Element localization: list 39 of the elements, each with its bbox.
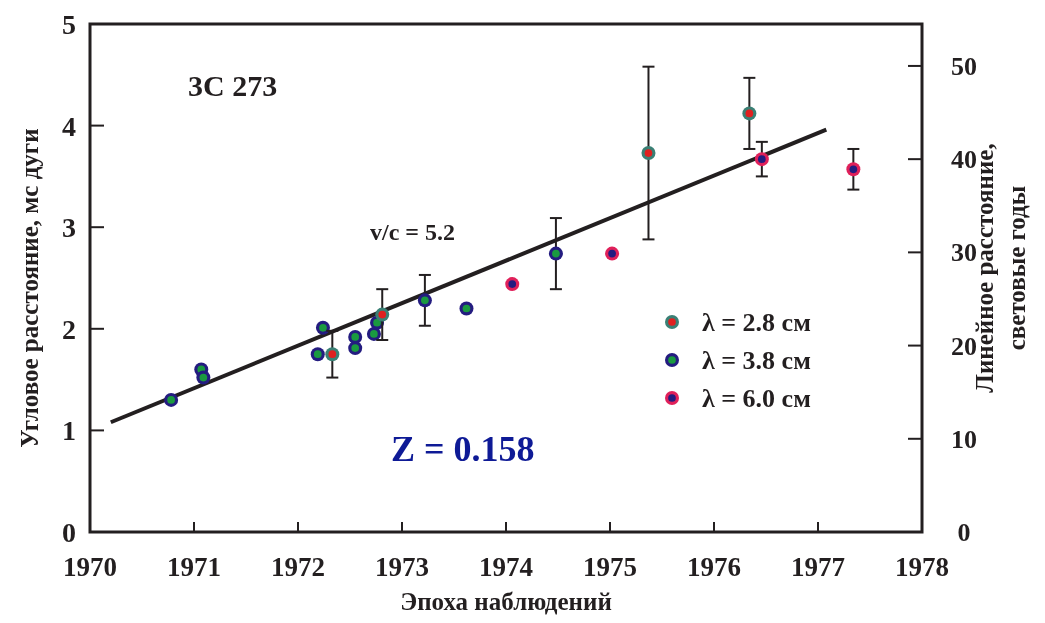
y2-tick-label: 40 xyxy=(951,145,977,175)
point xyxy=(548,246,563,261)
point xyxy=(505,277,520,292)
y-tick-label: 0 xyxy=(62,517,76,548)
y2-tick-label: 0 xyxy=(957,518,971,547)
legend-label: λ = 6.0 см xyxy=(702,384,811,413)
x-tick-label: 1973 xyxy=(375,552,429,582)
point xyxy=(641,146,656,161)
y-tick-label: 3 xyxy=(62,212,76,244)
x-tick-label: 1974 xyxy=(479,552,533,582)
x-tick-label: 1977 xyxy=(791,552,845,582)
y-tick-label: 5 xyxy=(62,9,76,40)
x-tick-label: 1978 xyxy=(895,552,949,582)
annotation: 3C 273 xyxy=(188,69,278,102)
y2-tick-label: 10 xyxy=(951,424,977,454)
x-tick-label: 1970 xyxy=(63,552,117,582)
point xyxy=(348,329,363,344)
y2-tick-label: 30 xyxy=(951,238,977,268)
x-tick-label: 1975 xyxy=(583,552,637,582)
point xyxy=(164,392,179,407)
y-tick-label: 1 xyxy=(62,415,76,447)
annotation: v/c = 5.2 xyxy=(370,219,455,245)
point xyxy=(605,246,620,261)
x-axis-title: Эпоха наблюдений xyxy=(400,588,612,615)
legend-label: λ = 3.8 см xyxy=(702,346,811,375)
y-axis-title: Угловое расстояние, мс дуги xyxy=(16,128,43,448)
point xyxy=(417,293,432,308)
x-tick-label: 1972 xyxy=(271,552,325,582)
point xyxy=(366,326,381,341)
y-tick-label: 4 xyxy=(62,110,76,142)
point xyxy=(348,341,363,356)
y-tick-label: 2 xyxy=(62,313,76,345)
x-tick-label: 1976 xyxy=(687,552,741,582)
y2-tick-label: 50 xyxy=(951,51,977,81)
x-tick-label: 1971 xyxy=(167,552,221,582)
legend-label: λ = 2.8 см xyxy=(702,308,811,337)
point xyxy=(754,152,769,167)
annotation: Z = 0.158 xyxy=(391,429,535,469)
point xyxy=(315,320,330,335)
